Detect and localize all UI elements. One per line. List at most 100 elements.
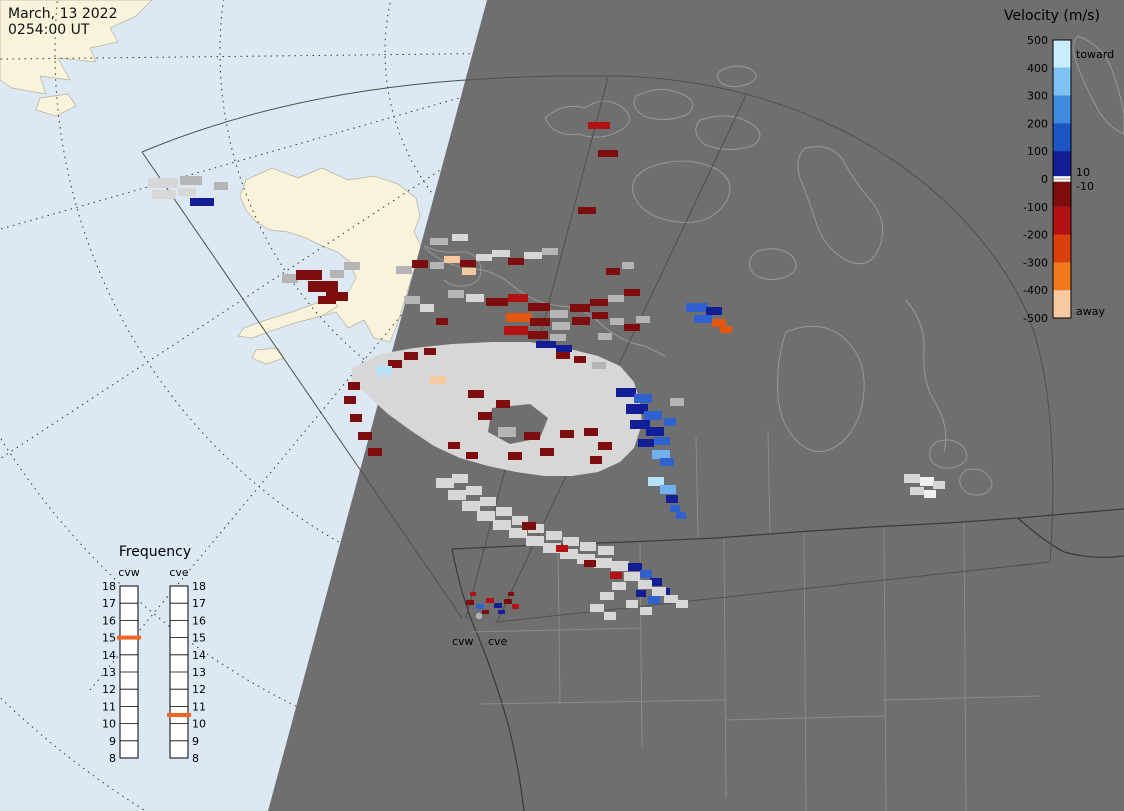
coastline xyxy=(423,245,482,287)
frequency-tick-label: 18 xyxy=(102,580,116,593)
velocity-cell xyxy=(348,382,360,390)
velocity-cell xyxy=(670,505,680,512)
frequency-tick-label: 8 xyxy=(192,752,199,765)
frequency-tick-label: 9 xyxy=(192,735,199,748)
frequency-tick-label: 12 xyxy=(192,683,206,696)
velocity-cell xyxy=(528,303,550,311)
velocity-cell xyxy=(528,331,548,339)
frequency-tick-label: 10 xyxy=(102,718,116,731)
landmass xyxy=(35,93,77,117)
velocity-cell xyxy=(509,528,527,538)
velocity-cell xyxy=(543,543,561,553)
velocity-cell xyxy=(660,485,676,494)
frequency-tick-label: 18 xyxy=(192,580,206,593)
velocity-cell xyxy=(388,360,402,368)
velocity-cell xyxy=(396,266,412,274)
velocity-cell xyxy=(358,432,372,440)
colorbar-tick-label: 200 xyxy=(1027,117,1048,130)
frequency-tick-label: 13 xyxy=(102,666,116,679)
colorbar-tick-label: -500 xyxy=(1023,312,1048,325)
velocity-cell xyxy=(448,290,464,298)
state-line xyxy=(469,627,643,633)
frequency-tick-label: 11 xyxy=(102,700,116,713)
velocity-cell xyxy=(152,190,176,199)
velocity-cell xyxy=(636,590,646,597)
velocity-cell xyxy=(477,511,495,521)
state-line xyxy=(725,715,885,721)
velocity-cell xyxy=(478,412,492,420)
velocity-cell xyxy=(694,315,712,323)
velocity-cell xyxy=(466,294,484,302)
velocity-cell xyxy=(652,450,670,459)
velocity-cell xyxy=(466,600,474,605)
velocity-cell xyxy=(624,324,640,331)
velocity-cell xyxy=(498,610,505,614)
colorbar-segment xyxy=(1053,67,1071,96)
velocity-cell xyxy=(190,198,214,206)
frequency-tick-label: 13 xyxy=(192,666,206,679)
velocity-cell xyxy=(318,296,336,304)
velocity-cell xyxy=(577,554,595,564)
velocity-cell xyxy=(404,296,420,304)
velocity-cell xyxy=(590,604,604,612)
coastline xyxy=(632,160,731,224)
frequency-tick-label: 11 xyxy=(192,700,206,713)
velocity-cell xyxy=(584,560,596,567)
velocity-cell xyxy=(476,604,484,609)
colorbar-segment xyxy=(1053,234,1071,263)
frequency-tick-label: 8 xyxy=(109,752,116,765)
frequency-tick-label: 16 xyxy=(192,614,206,627)
velocity-cell xyxy=(640,570,652,578)
colorbar-title: Velocity (m/s) xyxy=(1004,8,1100,24)
colorbar-tick-label: 100 xyxy=(1027,145,1048,158)
velocity-cell xyxy=(676,512,686,519)
velocity-cell xyxy=(524,432,540,440)
national-border xyxy=(451,548,525,811)
frequency-marker-cvw xyxy=(117,635,141,640)
frequency-tick-label: 15 xyxy=(102,632,116,645)
velocity-cell xyxy=(476,254,492,261)
frequency-tick-label: 15 xyxy=(192,632,206,645)
velocity-cell xyxy=(924,490,936,498)
colorbar-tick-label: -100 xyxy=(1023,201,1048,214)
velocity-cell xyxy=(630,420,650,429)
velocity-cell xyxy=(604,612,616,620)
radar-site-marker xyxy=(474,611,484,621)
velocity-cell xyxy=(598,442,612,450)
state-line xyxy=(767,429,771,534)
velocity-cell xyxy=(452,474,468,483)
velocity-cell xyxy=(494,603,502,608)
velocity-cell xyxy=(546,531,562,540)
velocity-cell xyxy=(664,418,676,426)
coastline xyxy=(544,100,630,138)
velocity-cell xyxy=(552,322,570,330)
velocity-cell xyxy=(508,592,514,596)
velocity-cell xyxy=(376,366,392,375)
coastline-layer xyxy=(423,35,1124,811)
velocity-cell xyxy=(646,427,664,436)
frequency-col-cve-label: cve xyxy=(169,566,189,579)
velocity-cell xyxy=(676,600,688,608)
state-line xyxy=(723,538,727,799)
coastline xyxy=(777,325,865,452)
velocity-cell xyxy=(436,318,448,325)
velocity-cell xyxy=(308,281,338,292)
velocity-cell xyxy=(670,398,684,406)
national-border xyxy=(1017,517,1124,558)
radar-site-label-cvw: cvw xyxy=(452,635,474,648)
colorbar-tick-label: -300 xyxy=(1023,256,1048,269)
radar-fov-boundary xyxy=(496,561,1051,623)
frequency-marker-cve xyxy=(167,713,191,717)
colorbar-toward-label: toward xyxy=(1076,48,1114,61)
velocity-cell xyxy=(462,501,480,511)
velocity-cell xyxy=(330,270,344,278)
velocity-cell xyxy=(588,122,610,129)
velocity-cell xyxy=(574,356,586,363)
state-line xyxy=(883,695,1041,701)
velocity-cell xyxy=(624,572,640,581)
velocity-cell xyxy=(664,595,678,603)
velocity-cell xyxy=(460,260,476,267)
velocity-cell xyxy=(636,316,650,323)
velocity-cell xyxy=(444,256,460,263)
